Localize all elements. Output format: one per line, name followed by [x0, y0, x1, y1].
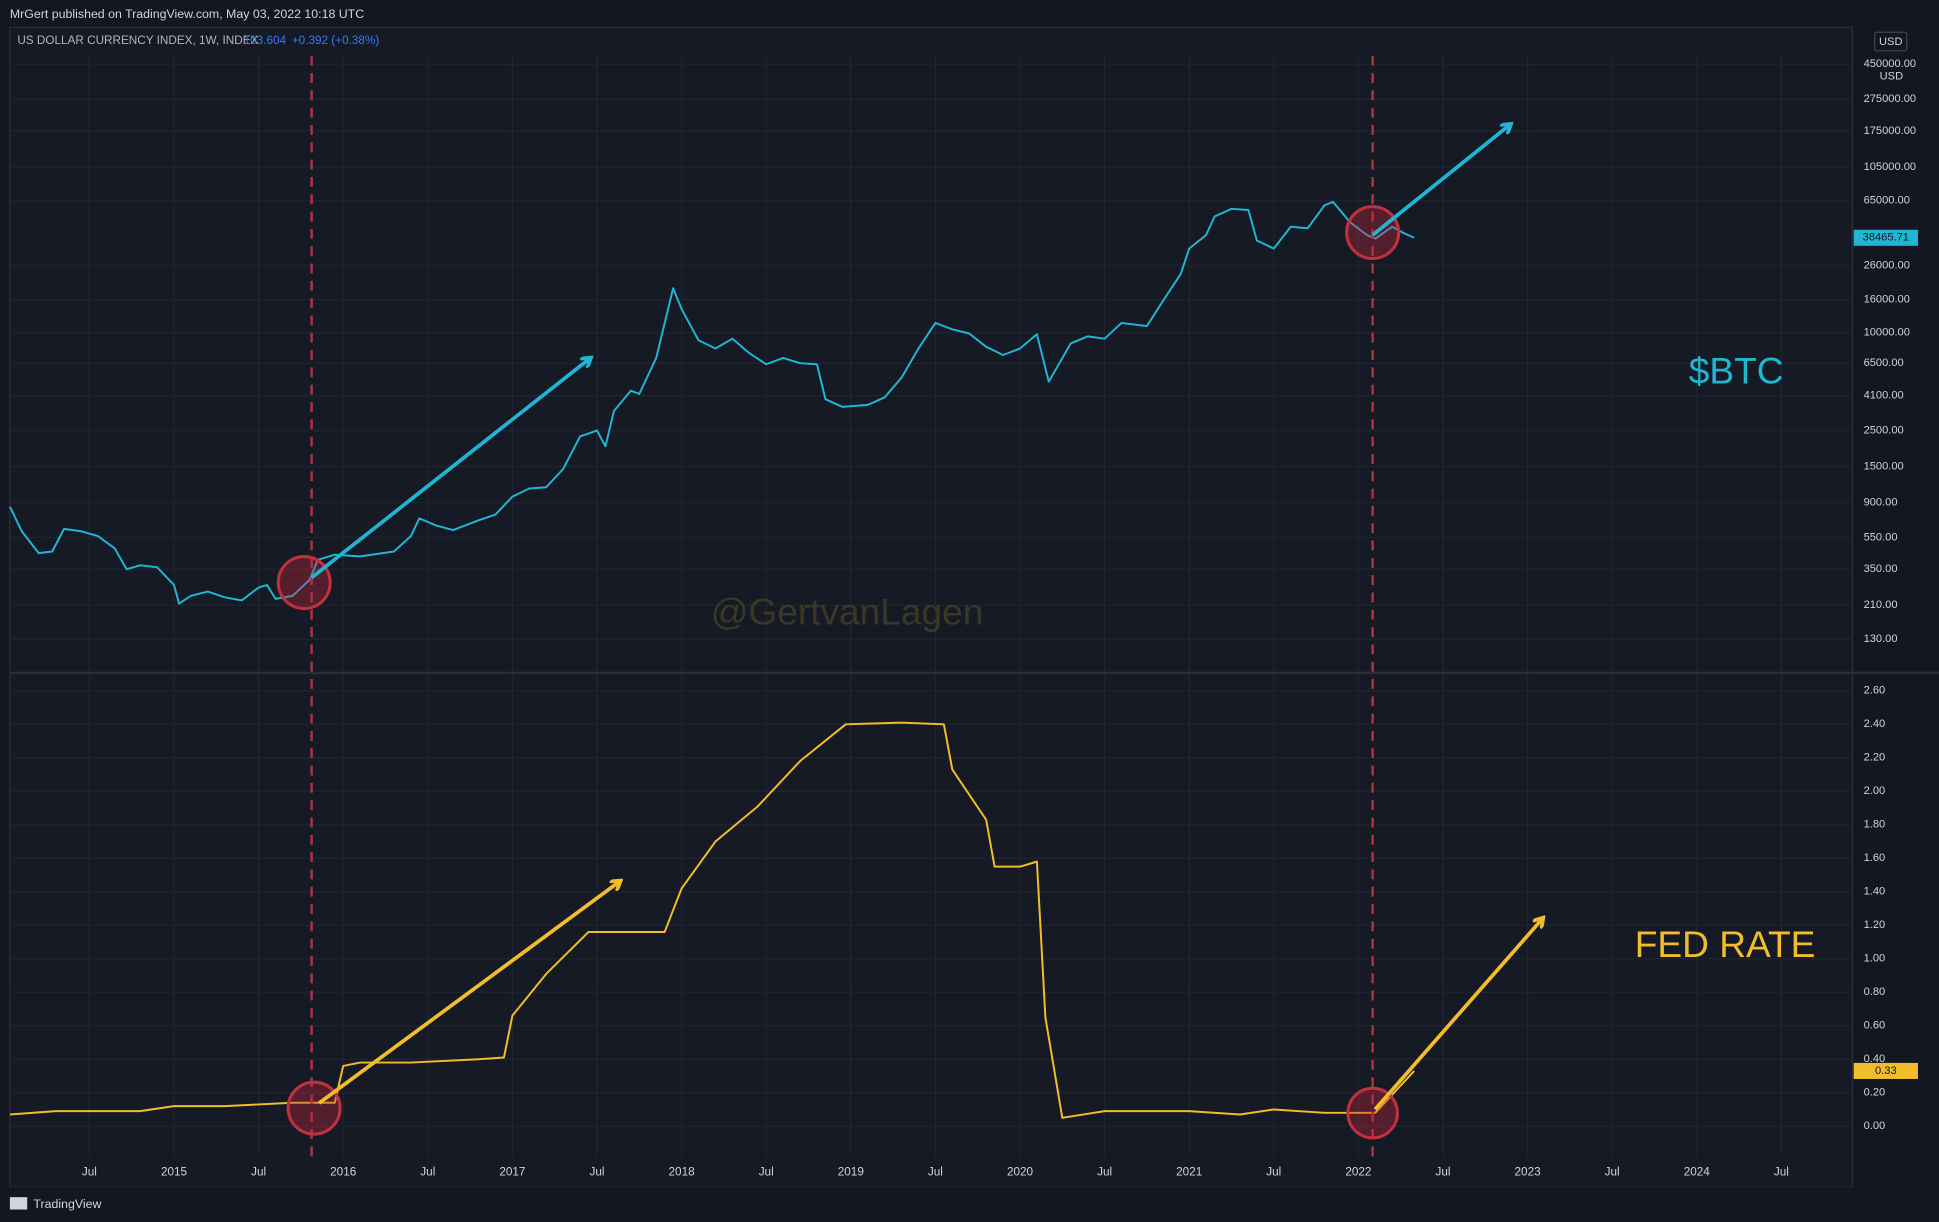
y-tick-label: 1500.00 [1864, 461, 1904, 473]
y-tick-label: 1.20 [1864, 919, 1886, 931]
x-tick-label: 2015 [161, 1166, 188, 1179]
x-tick-label: 2021 [1176, 1166, 1202, 1179]
symbol: US DOLLAR CURRENCY INDEX, 1W, INDEX [17, 34, 258, 47]
x-tick-label: Jul [1266, 1166, 1281, 1179]
arrow [310, 357, 591, 580]
y-tick-label: 0.60 [1864, 1020, 1886, 1032]
y-tick-label: 2500.00 [1864, 425, 1904, 437]
y-tick-label: 10000.00 [1864, 327, 1910, 339]
y-tick-label: 1.00 [1864, 953, 1886, 965]
y-tick-label: 450000.00 [1864, 58, 1917, 70]
drawings [276, 55, 1543, 1157]
x-tick-label: 2024 [1684, 1166, 1711, 1179]
x-tick-label: 2018 [669, 1166, 696, 1179]
y-tick-label: 65000.00 [1864, 195, 1910, 207]
highlight-circle [1346, 1086, 1399, 1140]
y-tick-label: 0.40 [1864, 1053, 1886, 1065]
plot-frame [9, 26, 1854, 1188]
last-price-tag [1853, 1062, 1918, 1079]
series-line [9, 200, 1415, 605]
y-tick-label: 16000.00 [1864, 294, 1910, 306]
x-tick-label: Jul [420, 1166, 435, 1179]
y-tick-label: 26000.00 [1864, 259, 1910, 271]
y-tick-label: 2.20 [1864, 752, 1886, 764]
highlight-circle [276, 555, 332, 611]
currency-box [1874, 31, 1908, 52]
arrow [1371, 124, 1512, 237]
x-tick-label: Jul [1435, 1166, 1450, 1179]
axes: 130.00 210.00 350.00 550.00 900.00 1500.00 250… [82, 58, 1918, 1179]
y-tick-label: 105000.00 [1864, 161, 1917, 173]
y-tick-label: 275000.00 [1864, 93, 1917, 105]
highlight-circle [1345, 205, 1401, 261]
logo [9, 1197, 28, 1210]
x-tick-label: Jul [251, 1166, 266, 1179]
last-price-label: 38465.71 [1863, 232, 1909, 244]
currency: USD [1879, 36, 1902, 48]
x-tick-label: 2020 [1007, 1166, 1034, 1179]
unit-label: USD [1880, 71, 1903, 83]
y-tick-label: 2.00 [1864, 785, 1886, 797]
x-tick-label: 2022 [1345, 1166, 1371, 1179]
x-tick-label: Jul [1097, 1166, 1112, 1179]
x-tick-label: 2016 [330, 1166, 357, 1179]
x-tick-label: Jul [1774, 1166, 1789, 1179]
y-tick-label: 6500.00 [1864, 357, 1904, 369]
series-line [9, 721, 1415, 1119]
y-tick-label: 4100.00 [1864, 390, 1904, 402]
x-tick-label: 2023 [1515, 1166, 1542, 1179]
x-tick-label: Jul [928, 1166, 943, 1179]
x-tick-label: Jul [82, 1166, 97, 1179]
y-tick-label: 1.80 [1864, 819, 1886, 831]
change: +0.392 (+0.38%) [292, 34, 380, 47]
arrow [317, 881, 621, 1105]
y-tick-label: 175000.00 [1864, 125, 1917, 137]
y-tick-label: 0.20 [1864, 1087, 1886, 1099]
price: 103.604 [244, 34, 287, 47]
x-tick-label: Jul [589, 1166, 604, 1179]
y-tick-label: 900.00 [1864, 497, 1898, 509]
y-tick-label: 2.60 [1864, 685, 1886, 697]
publisher: MrGert published on TradingView.com, May… [10, 7, 364, 21]
fed-annotation: FED RATE [1635, 923, 1816, 965]
y-tick-label: 210.00 [1864, 599, 1898, 611]
y-tick-label: 0.80 [1864, 986, 1886, 998]
highlight-circle [286, 1080, 342, 1136]
last-price-tag [1853, 229, 1918, 246]
arrow [1373, 918, 1543, 1111]
y-tick-label: 550.00 [1864, 531, 1898, 543]
x-tick-label: 2017 [499, 1166, 525, 1179]
footer: TradingView [33, 1197, 101, 1211]
last-price-label: 0.33 [1875, 1065, 1897, 1077]
footer-bar [0, 1187, 1939, 1222]
watermark: @GertvanLagen [711, 591, 984, 633]
y-tick-label: 130.00 [1864, 633, 1898, 645]
y-tick-label: 1.60 [1864, 852, 1886, 864]
x-tick-label: Jul [759, 1166, 774, 1179]
series-layer [9, 200, 1415, 1119]
y-tick-label: 350.00 [1864, 563, 1898, 575]
x-tick-label: 2019 [838, 1166, 864, 1179]
x-tick-label: Jul [1605, 1166, 1620, 1179]
y-tick-label: 0.00 [1864, 1120, 1886, 1132]
y-tick-label: 1.40 [1864, 886, 1886, 898]
y-tick-label: 2.40 [1864, 718, 1886, 730]
btc-annotation: $BTC [1689, 349, 1784, 391]
